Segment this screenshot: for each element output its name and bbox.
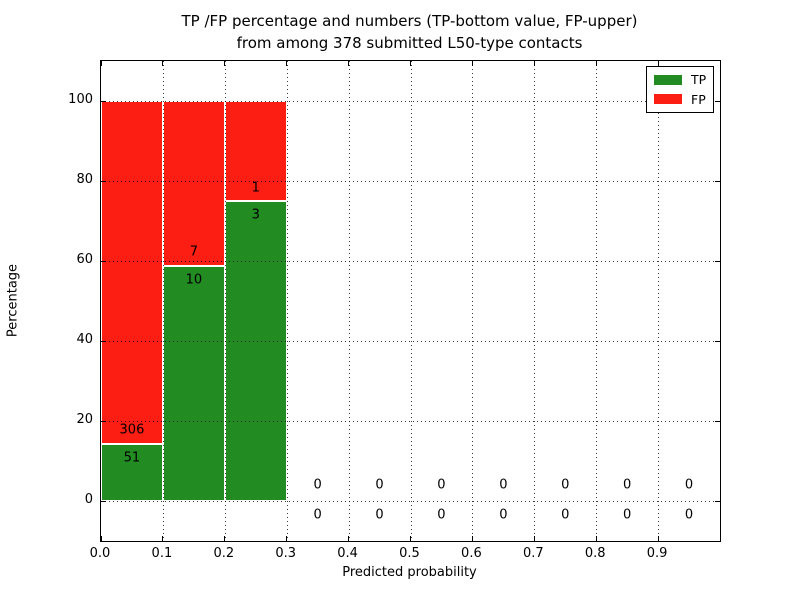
y-tick-mark-right: [715, 340, 720, 342]
x-tick-mark: [100, 536, 102, 541]
y-tick-mark-right: [715, 100, 720, 102]
x-tick-mark: [471, 536, 473, 541]
x-tick-mark-top: [286, 61, 288, 66]
x-tick-mark-top: [224, 61, 226, 66]
legend-label-tp: TP: [691, 72, 707, 88]
gridline-vertical: [348, 61, 350, 541]
gridline-vertical: [286, 61, 288, 541]
x-tick-label: 0.7: [522, 546, 544, 561]
legend-item-fp: FP: [647, 93, 713, 106]
y-tick-label: 40: [76, 332, 93, 347]
bar-count-label-fp: 306: [119, 422, 145, 438]
y-axis-label: Percentage: [5, 263, 21, 338]
x-tick-mark-top: [533, 61, 535, 66]
y-tick-label: 0: [84, 492, 93, 507]
bar-count-label-tp: 0: [437, 507, 446, 523]
bar-count-label-tp: 10: [185, 272, 203, 288]
legend-label-fp: FP: [691, 91, 706, 107]
bar-count-label-fp: 0: [684, 477, 694, 493]
gridline-vertical: [534, 61, 536, 541]
bar-count-label-tp: 0: [561, 507, 570, 523]
bar-count-label-fp: 1: [251, 180, 260, 195]
chart-title-line1: TP /FP percentage and numbers (TP-bottom…: [181, 12, 638, 30]
bar-segment-tp: [224, 201, 287, 501]
y-tick-mark: [101, 500, 106, 502]
bar-count-label-tp: 0: [313, 507, 322, 523]
chart-title: TP /FP percentage and numbers (TP-bottom…: [100, 10, 719, 54]
bar-count-label-tp: 51: [123, 450, 141, 466]
x-tick-label: 0.8: [584, 546, 606, 561]
gridline-vertical: [224, 61, 226, 541]
x-tick-mark-top: [410, 61, 411, 66]
legend: TP FP: [646, 66, 714, 113]
bar-count-label-fp: 0: [437, 477, 446, 493]
x-tick-mark-top: [657, 61, 659, 66]
x-tick-mark-top: [100, 61, 102, 66]
x-tick-mark: [657, 536, 659, 541]
x-tick-label: 0.1: [151, 546, 173, 561]
x-tick-mark-top: [471, 61, 473, 66]
x-tick-label: 0.5: [399, 546, 420, 561]
x-tick-mark: [286, 536, 288, 541]
x-tick-mark: [410, 536, 411, 541]
bar-count-label-fp: 7: [189, 244, 198, 260]
y-tick-mark: [101, 340, 106, 342]
x-tick-mark: [595, 536, 597, 541]
x-tick-mark: [224, 536, 226, 541]
y-tick-mark: [101, 100, 106, 102]
bar-segment-fp: [224, 101, 287, 201]
bar-segment-tp: [162, 265, 225, 501]
chart-title-line2: from among 378 submitted L50-type contac…: [236, 34, 583, 52]
bar-count-label-fp: 0: [561, 477, 570, 493]
y-tick-mark-right: [715, 500, 720, 502]
gridline-vertical: [162, 61, 164, 541]
legend-item-tp: TP: [647, 73, 713, 86]
y-tick-mark: [101, 180, 106, 182]
y-tick-mark-right: [715, 260, 720, 262]
bar-count-label-tp: 3: [251, 207, 260, 223]
x-tick-mark-top: [162, 61, 164, 66]
bar-segment-fp: [162, 101, 225, 266]
tp-color-swatch: [654, 74, 682, 85]
y-tick-mark: [101, 420, 106, 422]
bar-count-label-fp: 0: [499, 477, 508, 493]
bar-segment-tp: [101, 443, 163, 501]
x-tick-label: 0.9: [646, 546, 668, 561]
y-tick-mark: [101, 260, 106, 262]
gridline-vertical: [410, 61, 412, 541]
x-tick-label: 0.6: [461, 546, 482, 561]
bar-count-label-fp: 0: [623, 477, 632, 493]
y-tick-mark-right: [715, 180, 720, 182]
gridline-vertical: [658, 61, 660, 541]
bar-count-label-tp: 0: [499, 507, 508, 523]
bar-segment-fp: [101, 101, 163, 444]
x-tick-label: 0.4: [337, 546, 358, 561]
bar-count-label-tp: 0: [684, 507, 694, 523]
x-tick-mark: [162, 536, 164, 541]
bar-count-label-fp: 0: [313, 477, 322, 493]
x-axis-label: Predicted probability: [342, 565, 477, 580]
x-tick-mark: [533, 536, 535, 541]
y-tick-label: 80: [76, 172, 93, 187]
bar-count-label-fp: 0: [375, 477, 384, 493]
bar-count-label-tp: 0: [623, 507, 632, 523]
x-tick-mark-top: [348, 61, 350, 66]
x-tick-mark-top: [595, 61, 597, 66]
y-tick-label: 20: [76, 412, 93, 427]
gridline-vertical: [472, 61, 474, 541]
y-tick-label: 100: [68, 92, 93, 107]
bar-count-label-tp: 0: [375, 507, 384, 523]
x-tick-mark: [348, 536, 350, 541]
y-tick-mark-right: [715, 420, 720, 422]
x-tick-label: 0.3: [275, 546, 297, 561]
fp-color-swatch: [654, 94, 682, 105]
x-tick-label: 0.2: [213, 546, 235, 561]
y-tick-label: 60: [76, 252, 93, 267]
plot-area: 306 51 7 10 1 3 0 0 0 0 0 0 0 0 0 0 0 0 0 0: [100, 60, 721, 542]
x-tick-label: 0.0: [89, 546, 111, 561]
gridline-vertical: [596, 61, 598, 541]
